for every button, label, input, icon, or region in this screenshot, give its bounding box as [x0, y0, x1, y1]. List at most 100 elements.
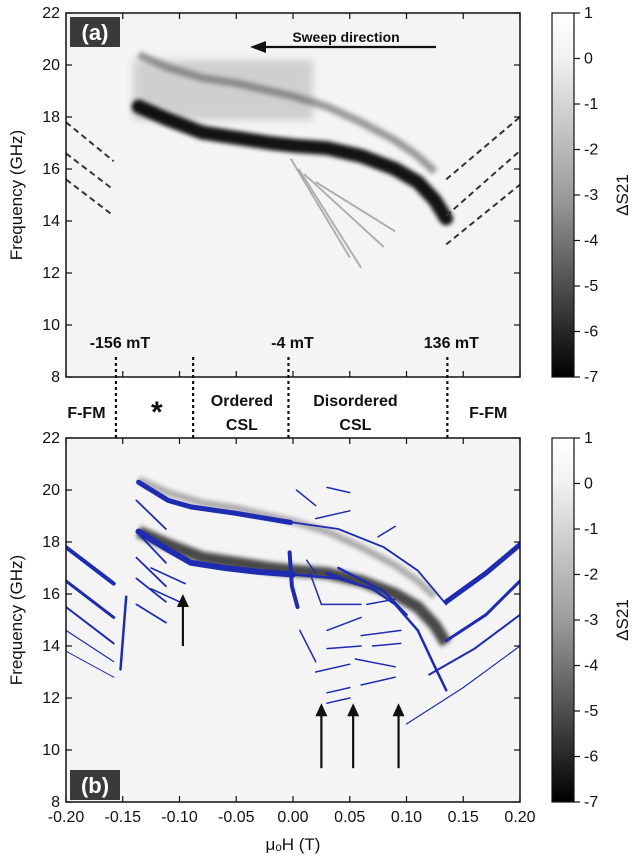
- simulation-lines: [66, 479, 520, 725]
- heatmap-a-features: [66, 50, 520, 269]
- colorbar-tick-label: 1: [584, 5, 593, 22]
- field-marker-label: -156 mT: [90, 335, 151, 352]
- phase-label: F-FM: [469, 405, 507, 422]
- colorbar-tick-label: 0: [584, 476, 593, 493]
- ffm-dashed-line: [445, 183, 520, 246]
- sim-ordered-line: [150, 567, 186, 585]
- sim-disordered-line: [354, 658, 396, 668]
- sim-ffm-left-3: [66, 606, 115, 645]
- panel-a: 8 10 12 14 16 18 20 22 (a) Sweep direction Freq…: [7, 5, 521, 386]
- colorbar-a-gradient: [551, 12, 575, 378]
- phase-labels: F-FM * Ordered CSL Disordered CSL F-FM: [67, 393, 507, 434]
- colorbar-tick-label: -2: [584, 142, 598, 159]
- phase-label: *: [151, 396, 163, 429]
- panel-b: -0.20 -0.15 -0.10 -0.05 0.00 0.05 0.10 0.15 0.20…: [7, 430, 536, 854]
- heatmap-a-ffm-dashes: [66, 116, 520, 246]
- sim-disordered-line: [326, 686, 351, 694]
- colorbar-b: 1 0 -1 -2 -3 -4 -5 -6 -7 ΔS21: [551, 430, 632, 811]
- sim-drop-mode: [287, 550, 300, 609]
- y-tick-label: 20: [42, 482, 60, 499]
- panel-b-label-box: [70, 770, 120, 800]
- sim-disordered-line: [360, 629, 402, 637]
- ffm-dashed-line: [66, 121, 115, 162]
- colorbar-a: 1 0 -1 -2 -3 -4 -5 -6 -7 ΔS21: [551, 5, 632, 386]
- colorbar-tick-label: -3: [584, 187, 598, 204]
- colorbar-tick-label: -6: [584, 324, 598, 341]
- sim-disordered-line: [326, 616, 362, 632]
- colorbar-b-gradient: [551, 437, 575, 803]
- heatmap-a-disordered-fan: [289, 158, 396, 269]
- y-tick-label: 12: [42, 690, 60, 707]
- sim-disordered-line: [326, 697, 351, 704]
- sweep-direction-arrowhead: [250, 41, 266, 53]
- x-tick-label: 0.20: [504, 809, 535, 826]
- colorbar-b-label: ΔS21: [613, 599, 632, 641]
- y-tick-label: 8: [51, 369, 60, 386]
- sim-ffm-right-1: [443, 542, 520, 605]
- heatmap-b-upper-mode: [137, 476, 438, 600]
- sim-jump-mode: [119, 595, 128, 671]
- y-tick-label: 20: [42, 57, 60, 74]
- sim-disordered-line: [377, 525, 396, 538]
- y-tick-label: 22: [42, 5, 60, 22]
- mode-arrow-head: [176, 594, 189, 607]
- ffm-dashed-line: [445, 150, 520, 217]
- sim-disordered-line: [371, 642, 402, 647]
- x-ticks-b: -0.20 -0.15 -0.10 -0.05 0.00 0.05 0.10 0.15 0.20: [48, 438, 536, 826]
- mode-arrow-head: [392, 703, 405, 717]
- colorbar-tick-label: -5: [584, 278, 598, 295]
- sim-ffm-left-1: [66, 545, 116, 586]
- sim-star-line: [135, 603, 167, 624]
- ffm-dashed-line: [445, 116, 520, 181]
- sim-disordered-line: [299, 629, 317, 663]
- sim-disordered-mode: [325, 571, 357, 586]
- sim-star-line: [135, 577, 167, 603]
- colorbar-tick-label: -4: [584, 658, 598, 675]
- heatmap-a-main-mode: [131, 99, 454, 226]
- colorbar-b-ticks: 1 0 -1 -2 -3 -4 -5 -6 -7: [574, 430, 598, 811]
- colorbar-tick-label: -7: [584, 369, 598, 386]
- colorbar-tick-label: -3: [584, 612, 598, 629]
- sim-disordered-line: [326, 645, 362, 650]
- sim-ffm-left-4: [66, 629, 115, 663]
- phase-label: CSL: [226, 417, 258, 434]
- y-tick-label: 8: [51, 794, 60, 811]
- y-tick-label: 14: [42, 213, 60, 230]
- y-tick-label: 16: [42, 586, 60, 603]
- y-tick-label: 10: [42, 317, 60, 334]
- y-tick-label: 12: [42, 265, 60, 282]
- field-marker-label: 136 mT: [424, 335, 479, 352]
- x-tick-label: 0.15: [448, 809, 479, 826]
- y-axis-label-b: Frequency (GHz): [7, 555, 26, 685]
- sim-ffm-right-4: [405, 645, 520, 725]
- sim-upper-mode-cont: [292, 521, 448, 606]
- mode-arrow-head: [347, 703, 360, 717]
- x-tick-label: -0.05: [218, 809, 255, 826]
- colorbar-tick-label: 0: [584, 51, 593, 68]
- x-axis-label: μₒH (T): [266, 835, 321, 854]
- field-marker-label: -4 mT: [271, 335, 314, 352]
- x-tick-label: -0.20: [48, 809, 85, 826]
- colorbar-tick-label: -6: [584, 749, 598, 766]
- fan-mode: [315, 181, 396, 233]
- phase-label: CSL: [339, 417, 371, 434]
- y-tick-label: 14: [42, 638, 60, 655]
- heatmap-b-features: [66, 476, 520, 725]
- mode-arrows: [176, 594, 405, 769]
- heatmap-a-upper-mode: [136, 50, 438, 175]
- y-tick-label: 18: [42, 109, 60, 126]
- colorbar-tick-label: -1: [584, 521, 598, 538]
- sweep-direction-label: Sweep direction: [292, 29, 399, 45]
- colorbar-tick-label: -5: [584, 703, 598, 720]
- colorbar-tick-label: -7: [584, 794, 598, 811]
- phase-annotations: -156 mT -4 mT 136 mT F-FM * Ordered CSL Disord…: [67, 335, 507, 462]
- sim-star-line: [135, 556, 167, 588]
- x-tick-label: 0.00: [277, 809, 308, 826]
- y-tick-label: 16: [42, 161, 60, 178]
- sim-star-line: [135, 530, 167, 564]
- y-tick-label: 22: [42, 430, 60, 447]
- colorbar-a-ticks: 1 0 -1 -2 -3 -4 -5 -6 -7: [574, 5, 598, 386]
- x-ticks-a: [65, 13, 521, 377]
- x-tick-label: -0.10: [161, 809, 198, 826]
